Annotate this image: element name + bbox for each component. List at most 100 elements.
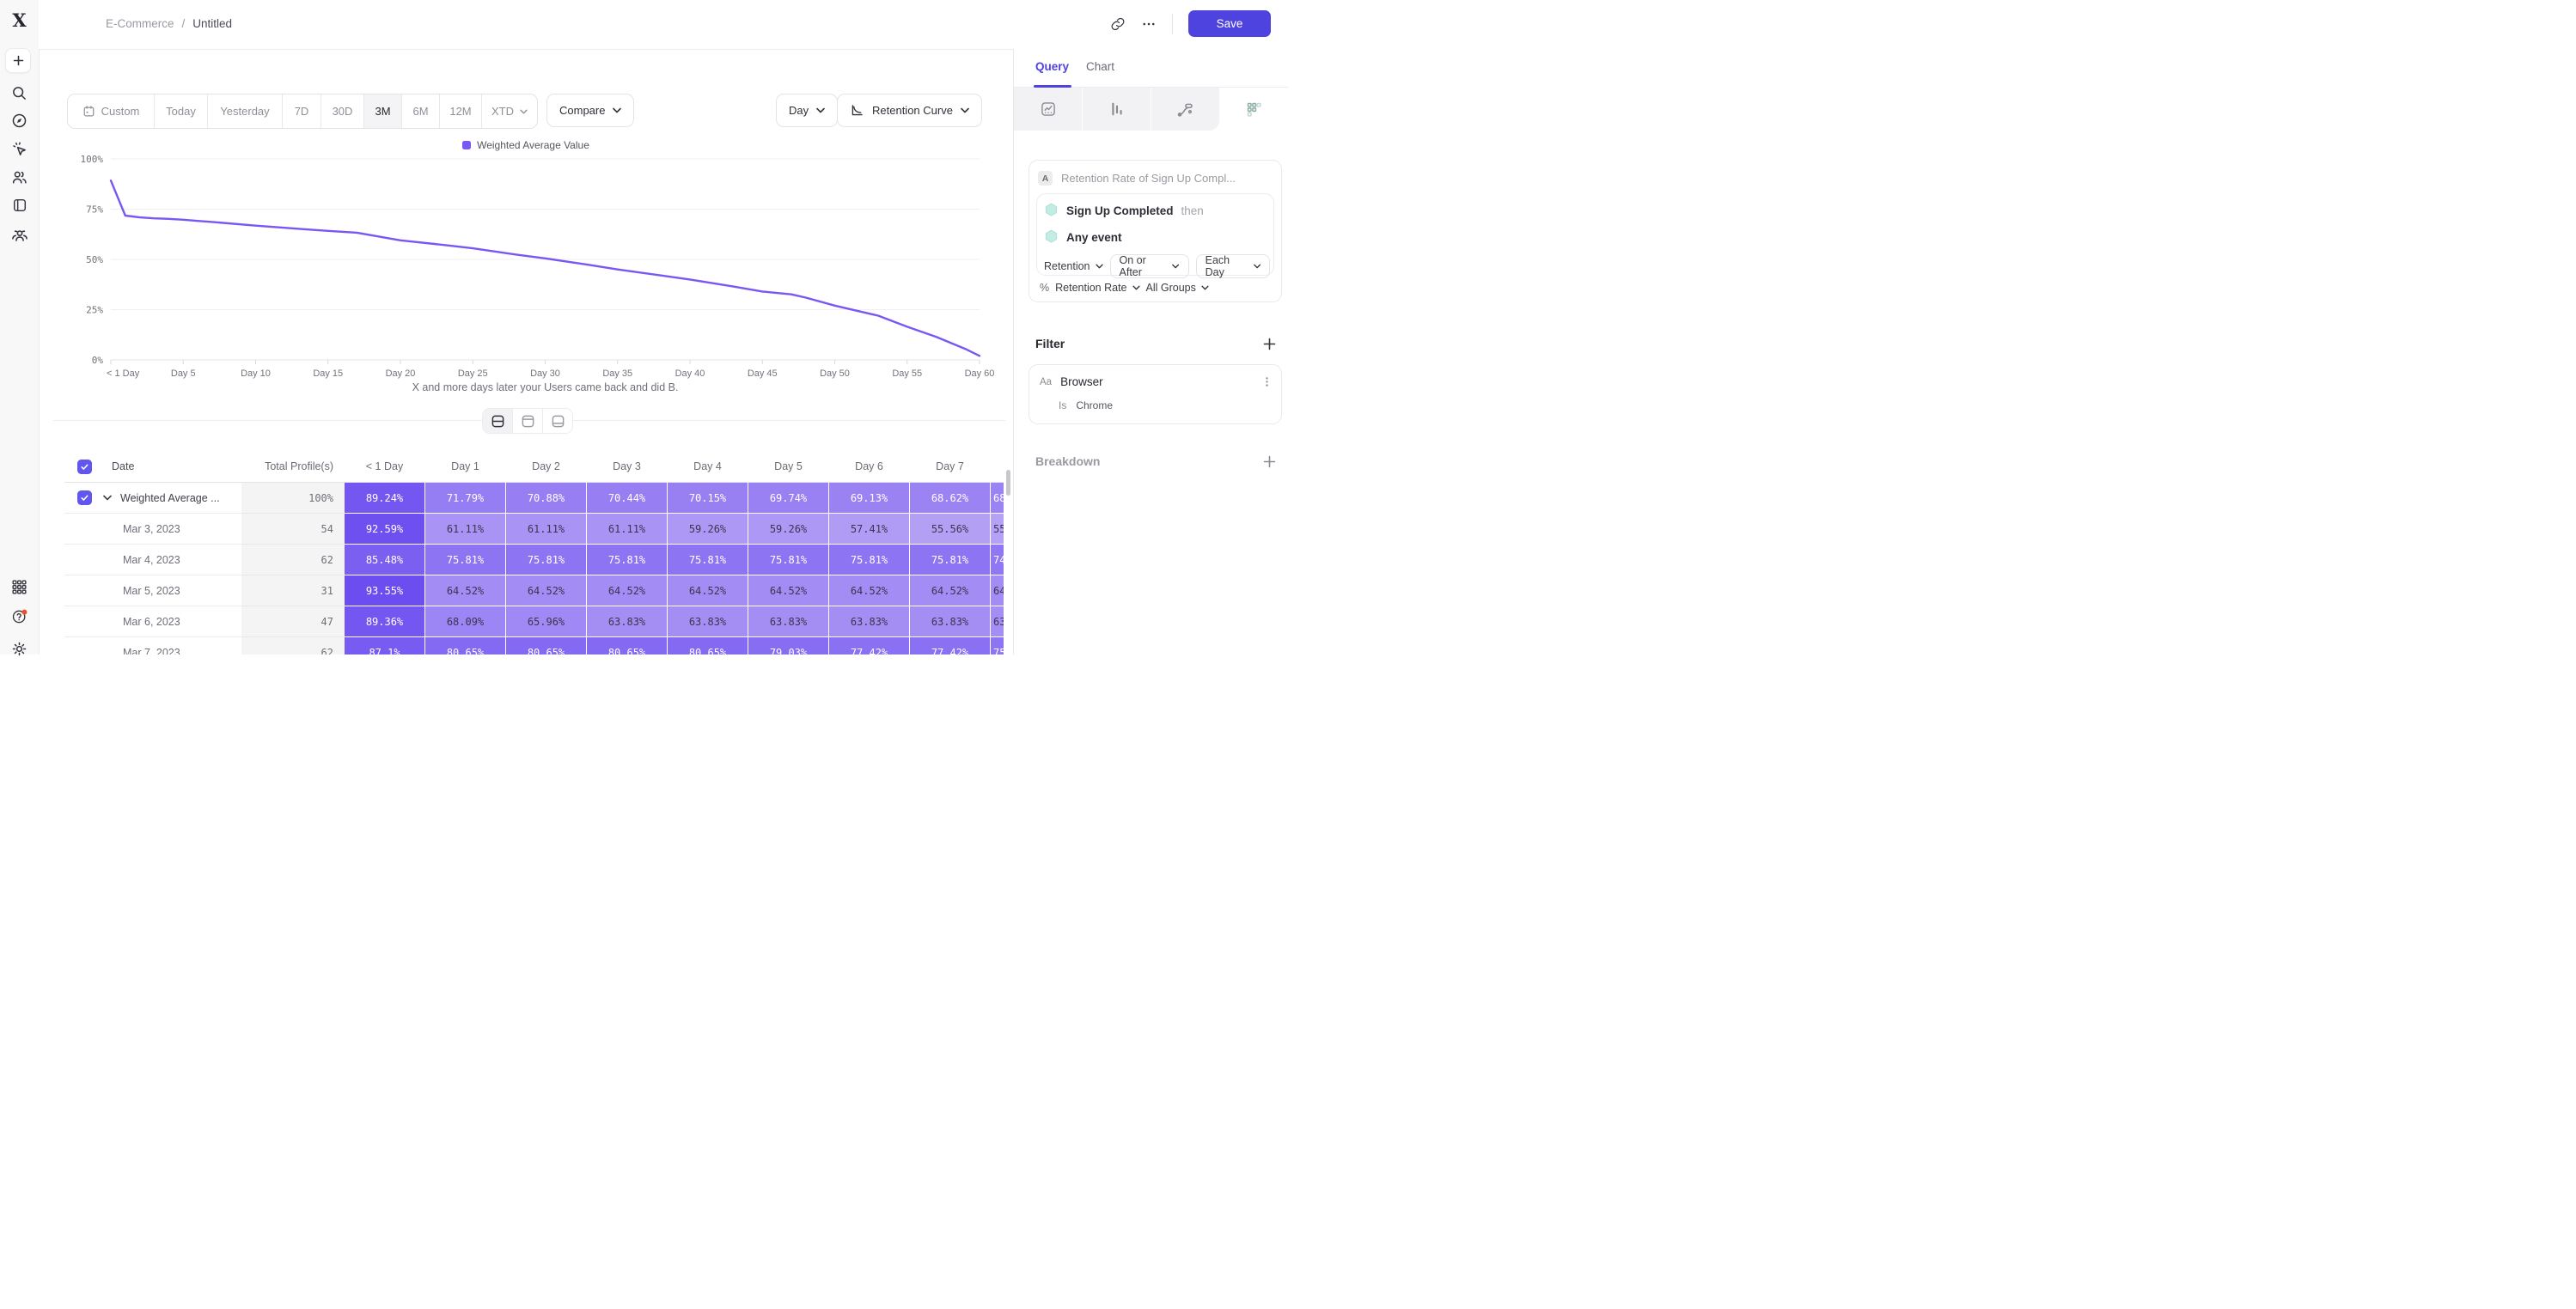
retention-cell-partial[interactable]: 64 bbox=[991, 575, 1004, 606]
query-step-2[interactable]: Any event bbox=[1037, 218, 1273, 245]
retention-cell[interactable]: 64.52% bbox=[910, 575, 991, 606]
retention-cell[interactable]: 75.81% bbox=[910, 545, 991, 575]
insights-view-button[interactable] bbox=[1014, 88, 1083, 131]
layout-split-button[interactable] bbox=[483, 409, 513, 433]
retention-cell[interactable]: 93.55% bbox=[345, 575, 425, 606]
retention-cell[interactable]: 80.65% bbox=[587, 637, 668, 654]
retention-cell[interactable]: 75.81% bbox=[506, 545, 587, 575]
layout-chart-only-button[interactable] bbox=[513, 409, 543, 433]
retention-cell[interactable]: 87.1% bbox=[345, 637, 425, 654]
retention-cell[interactable]: 64.52% bbox=[506, 575, 587, 606]
retention-cell[interactable]: 75.81% bbox=[829, 545, 910, 575]
compare-button[interactable]: Compare bbox=[546, 94, 635, 127]
retention-cell[interactable]: 64.52% bbox=[829, 575, 910, 606]
more-options-button[interactable] bbox=[1141, 16, 1157, 32]
range-yesterday[interactable]: Yesterday bbox=[208, 94, 283, 128]
retention-cell[interactable]: 79.03% bbox=[748, 637, 829, 654]
filter-operator[interactable]: Is bbox=[1059, 399, 1067, 411]
retention-cell[interactable]: 80.65% bbox=[668, 637, 748, 654]
retention-cell[interactable]: 71.79% bbox=[425, 483, 506, 514]
retention-cell-partial[interactable]: 63 bbox=[991, 606, 1004, 637]
retention-cell[interactable]: 63.83% bbox=[829, 606, 910, 637]
retention-view-button[interactable] bbox=[1220, 88, 1288, 131]
groups-dropdown[interactable]: All Groups bbox=[1146, 282, 1209, 294]
retention-cell[interactable]: 59.26% bbox=[748, 514, 829, 545]
retention-cell[interactable]: 80.65% bbox=[425, 637, 506, 654]
retention-cell[interactable]: 59.26% bbox=[668, 514, 748, 545]
measure-dropdown[interactable]: Retention Rate bbox=[1055, 282, 1140, 294]
filter-options-button[interactable] bbox=[1261, 376, 1273, 387]
add-breakdown-button[interactable] bbox=[1263, 455, 1277, 469]
sidebar-actions-button[interactable] bbox=[11, 140, 28, 157]
flows-view-button[interactable] bbox=[1151, 88, 1220, 131]
window-dropdown[interactable]: On or After bbox=[1109, 254, 1189, 278]
retention-cell[interactable]: 63.83% bbox=[587, 606, 668, 637]
retention-mode-dropdown[interactable]: Retention bbox=[1044, 260, 1103, 272]
range-xtd[interactable]: XTD bbox=[482, 94, 537, 128]
sidebar-settings-button[interactable] bbox=[11, 640, 28, 657]
retention-cell[interactable]: 55.56% bbox=[910, 514, 991, 545]
retention-cell[interactable]: 70.44% bbox=[587, 483, 668, 514]
retention-cell-partial[interactable]: 74 bbox=[991, 545, 1004, 575]
retention-cell[interactable]: 75.81% bbox=[587, 545, 668, 575]
retention-cell[interactable]: 61.11% bbox=[587, 514, 668, 545]
retention-cell[interactable]: 63.83% bbox=[910, 606, 991, 637]
retention-cell[interactable]: 68.09% bbox=[425, 606, 506, 637]
range-12m[interactable]: 12M bbox=[440, 94, 482, 128]
query-step-1[interactable]: Sign Up Completed then bbox=[1037, 194, 1273, 218]
retention-cell[interactable]: 75.81% bbox=[748, 545, 829, 575]
retention-cell[interactable]: 92.59% bbox=[345, 514, 425, 545]
retention-cell[interactable]: 63.83% bbox=[668, 606, 748, 637]
sidebar-discover-button[interactable] bbox=[11, 112, 28, 129]
range-3m[interactable]: 3M bbox=[364, 94, 402, 128]
retention-cell[interactable]: 77.42% bbox=[910, 637, 991, 654]
sidebar-apps-button[interactable] bbox=[11, 578, 28, 595]
create-new-button[interactable] bbox=[5, 48, 31, 73]
retention-cell[interactable]: 75.81% bbox=[668, 545, 748, 575]
sidebar-cohorts-button[interactable] bbox=[11, 227, 28, 244]
retention-cell[interactable]: 65.96% bbox=[506, 606, 587, 637]
range-custom[interactable]: Custom bbox=[68, 94, 155, 128]
funnels-view-button[interactable] bbox=[1083, 88, 1151, 131]
retention-cell[interactable]: 68.62% bbox=[910, 483, 991, 514]
retention-cell[interactable]: 61.11% bbox=[506, 514, 587, 545]
retention-cell[interactable]: 77.42% bbox=[829, 637, 910, 654]
range-30d[interactable]: 30D bbox=[321, 94, 364, 128]
retention-cell[interactable]: 64.52% bbox=[668, 575, 748, 606]
tab-chart[interactable]: Chart bbox=[1086, 60, 1115, 73]
retention-cell[interactable]: 89.36% bbox=[345, 606, 425, 637]
retention-cell[interactable]: 75.81% bbox=[425, 545, 506, 575]
retention-cell-partial[interactable]: 75 bbox=[991, 637, 1004, 654]
retention-cell[interactable]: 80.65% bbox=[506, 637, 587, 654]
share-link-button[interactable] bbox=[1110, 16, 1126, 32]
range-today[interactable]: Today bbox=[155, 94, 208, 128]
retention-cell[interactable]: 70.88% bbox=[506, 483, 587, 514]
table-scrollbar[interactable] bbox=[1006, 470, 1010, 496]
retention-cell[interactable]: 64.52% bbox=[748, 575, 829, 606]
chart-type-dropdown[interactable]: Retention Curve bbox=[837, 94, 982, 127]
sidebar-search-button[interactable] bbox=[11, 84, 28, 101]
retention-cell[interactable]: 57.41% bbox=[829, 514, 910, 545]
retention-cell-partial[interactable]: 55 bbox=[991, 514, 1004, 545]
retention-cell[interactable]: 63.83% bbox=[748, 606, 829, 637]
sidebar-reports-button[interactable] bbox=[11, 197, 28, 214]
sidebar-users-button[interactable] bbox=[11, 168, 28, 186]
breadcrumb-workspace[interactable]: E-Commerce bbox=[106, 17, 174, 30]
retention-cell[interactable]: 69.13% bbox=[829, 483, 910, 514]
granularity-dropdown[interactable]: Day bbox=[776, 94, 839, 127]
retention-cell[interactable]: 64.52% bbox=[425, 575, 506, 606]
breadcrumb-report-title[interactable]: Untitled bbox=[192, 17, 233, 30]
range-6m[interactable]: 6M bbox=[402, 94, 440, 128]
retention-cell[interactable]: 85.48% bbox=[345, 545, 425, 575]
retention-cell[interactable]: 69.74% bbox=[748, 483, 829, 514]
retention-cell[interactable]: 61.11% bbox=[425, 514, 506, 545]
retention-cell-partial[interactable]: 68 bbox=[991, 483, 1004, 514]
sidebar-help-button[interactable] bbox=[11, 608, 28, 625]
layout-table-only-button[interactable] bbox=[543, 409, 572, 433]
add-filter-button[interactable] bbox=[1263, 338, 1277, 351]
filter-value[interactable]: Chrome bbox=[1076, 399, 1114, 411]
select-all-checkbox[interactable] bbox=[77, 459, 92, 474]
tab-query[interactable]: Query bbox=[1035, 60, 1070, 73]
retention-cell[interactable]: 89.24% bbox=[345, 483, 425, 514]
range-7d[interactable]: 7D bbox=[283, 94, 321, 128]
